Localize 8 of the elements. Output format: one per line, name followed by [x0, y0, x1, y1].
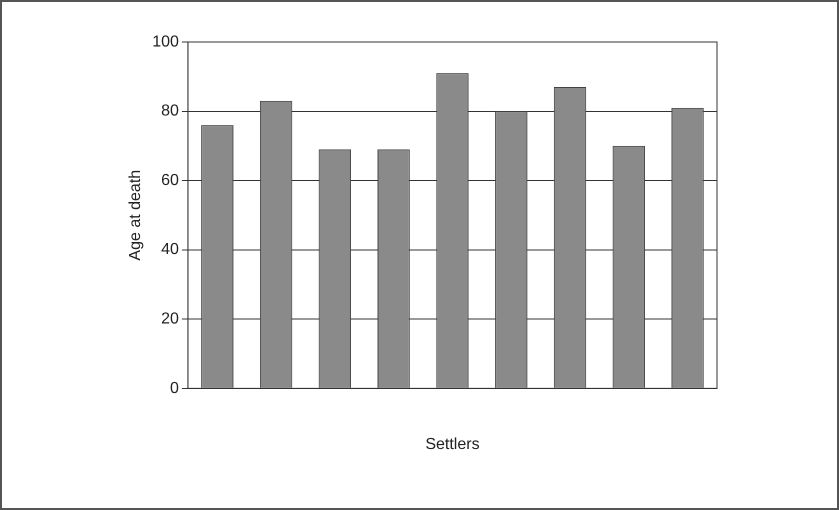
y-tick-label: 100	[152, 33, 179, 50]
y-axis-title: Age at death	[127, 170, 144, 261]
x-axis-title: Settlers	[425, 436, 480, 453]
y-tick-label: 20	[161, 310, 179, 328]
y-tick-label: 0	[170, 380, 179, 397]
y-tick-label: 80	[161, 102, 179, 120]
y-tick-label: 40	[161, 241, 179, 258]
y-tick-label: 60	[161, 172, 179, 189]
